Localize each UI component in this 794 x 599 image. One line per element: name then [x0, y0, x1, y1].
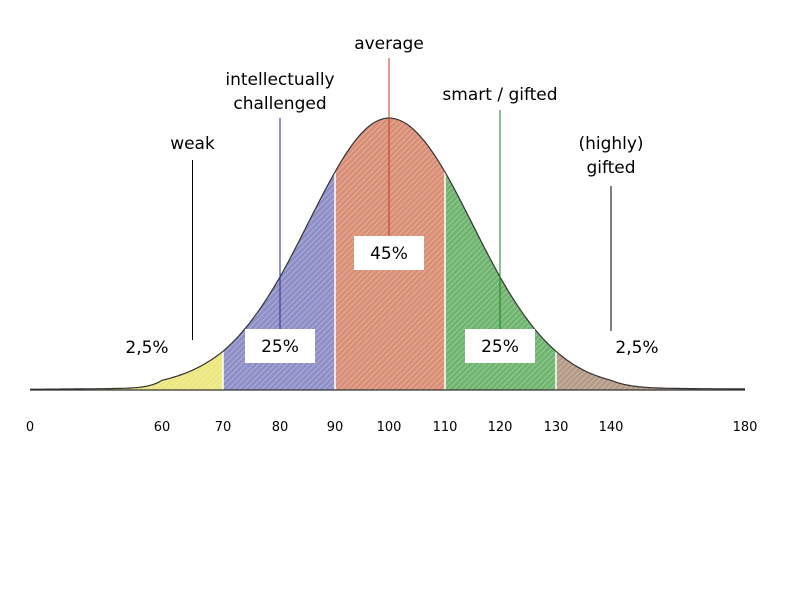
pct-label-3: 25%	[481, 337, 519, 357]
category-label-3-line-0: smart / gifted	[442, 85, 557, 105]
pct-box-1	[245, 329, 315, 363]
band-hatch-0	[30, 351, 223, 390]
x-tick-label-4: 90	[327, 420, 344, 435]
x-tick-label-2: 70	[215, 420, 232, 435]
pct-label-2: 45%	[370, 244, 408, 264]
labels-layer: weak intellectually challenged average smart…	[117, 34, 667, 363]
x-tick-label-5: 100	[377, 420, 402, 435]
curve-layer	[30, 117, 745, 391]
x-tick-label-3: 80	[272, 420, 289, 435]
tick-labels-layer: 0 60 70 80 90 100 110 120 130 140 180	[26, 420, 758, 435]
pct-box-2	[354, 236, 424, 270]
leader-lines-layer	[192, 58, 612, 340]
pct-label-4: 2,5%	[615, 338, 658, 358]
x-tick-label-0: 0	[26, 420, 34, 435]
pct-box-0	[117, 331, 177, 363]
band-hatch-4	[556, 351, 745, 390]
category-label-2-line-0: average	[354, 34, 424, 54]
category-label-1-line-1: challenged	[233, 94, 326, 114]
category-label-1-line-0: intellectually	[225, 70, 334, 90]
category-label-4-line-0: (highly)	[578, 134, 643, 154]
pct-box-4	[607, 331, 667, 363]
x-tick-label-6: 110	[433, 420, 458, 435]
category-label-0-line-0: weak	[170, 134, 215, 154]
x-tick-label-7: 120	[488, 420, 513, 435]
pct-box-3	[465, 329, 535, 363]
x-tick-label-9: 140	[599, 420, 624, 435]
pct-label-1: 25%	[261, 337, 299, 357]
pct-label-0: 2,5%	[125, 338, 168, 358]
x-tick-label-10: 180	[733, 420, 758, 435]
distribution-curve	[30, 117, 745, 390]
x-tick-label-1: 60	[154, 420, 171, 435]
x-tick-label-8: 130	[544, 420, 569, 435]
category-label-4-line-1: gifted	[586, 158, 635, 178]
